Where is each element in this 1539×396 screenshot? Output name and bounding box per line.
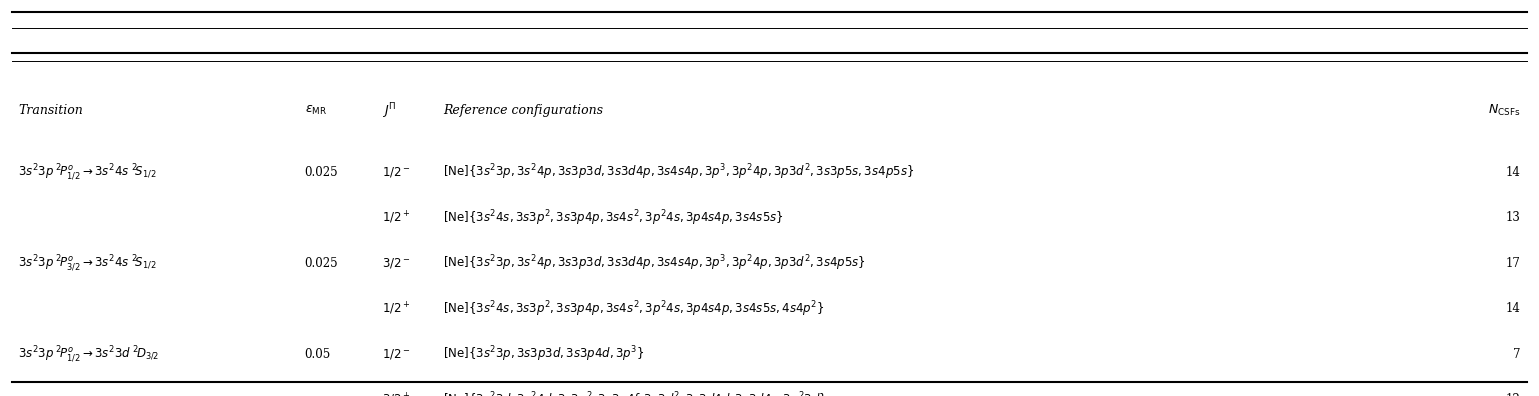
Text: 0.05: 0.05 (305, 348, 331, 361)
Text: $1/2^+$: $1/2^+$ (382, 209, 411, 226)
Text: $[\mathrm{Ne}]\{3s^24s,3s3p^2,3s3p4p,3s4s^2,3p^24s,3p4s4p,3s4s5s,4s4p^2\}$: $[\mathrm{Ne}]\{3s^24s,3s3p^2,3s3p4p,3s4… (443, 299, 825, 319)
Text: $3/2^-$: $3/2^-$ (382, 256, 411, 270)
Text: $\varepsilon_{\rm MR}$: $\varepsilon_{\rm MR}$ (305, 104, 326, 118)
Text: Transition: Transition (18, 105, 83, 117)
Text: $3s^2 3p\;{}^2\!P^o_{1/2} \rightarrow 3s^2 3d\;{}^2\!D_{3/2}$: $3s^2 3p\;{}^2\!P^o_{1/2} \rightarrow 3s… (18, 345, 160, 364)
Text: $[\mathrm{Ne}]\{3s^23p,3s^24p,3s3p3d,3s3d4p,3s4s4p,3p^3,3p^24p,3p3d^2,3s3p5s,3s4: $[\mathrm{Ne}]\{3s^23p,3s^24p,3s3p3d,3s3… (443, 162, 914, 182)
Text: 14: 14 (1505, 166, 1521, 179)
Text: 7: 7 (1513, 348, 1521, 361)
Text: $3s^2 3p\;{}^2\!P^o_{3/2} \rightarrow 3s^2 4s\;{}^2\!S_{1/2}$: $3s^2 3p\;{}^2\!P^o_{3/2} \rightarrow 3s… (18, 253, 157, 273)
Text: $[\mathrm{Ne}]\{3s^23p,3s^24p,3s3p3d,3s3d4p,3s4s4p,3p^3,3p^24p,3p3d^2,3s4p5s\}$: $[\mathrm{Ne}]\{3s^23p,3s^24p,3s3p3d,3s3… (443, 253, 866, 273)
Text: $1/2^-$: $1/2^-$ (382, 347, 411, 362)
Text: $3s^2 3p\;{}^2\!P^o_{1/2} \rightarrow 3s^2 4s\;{}^2\!S_{1/2}$: $3s^2 3p\;{}^2\!P^o_{1/2} \rightarrow 3s… (18, 162, 157, 182)
Text: 14: 14 (1505, 303, 1521, 315)
Text: 0.025: 0.025 (305, 166, 339, 179)
Text: $[\mathrm{Ne}]\{3s^23p,3s3p3d,3s3p4d,3p^3\}$: $[\mathrm{Ne}]\{3s^23p,3s3p3d,3s3p4d,3p^… (443, 345, 645, 364)
Text: $1/2^-$: $1/2^-$ (382, 165, 411, 179)
Text: 0.025: 0.025 (305, 257, 339, 270)
Text: $N_{\rm CSFs}$: $N_{\rm CSFs}$ (1488, 103, 1521, 118)
Text: $[\mathrm{Ne}]\{3s^24s,3s3p^2,3s3p4p,3s4s^2,3p^24s,3p4s4p,3s4s5s\}$: $[\mathrm{Ne}]\{3s^24s,3s3p^2,3s3p4p,3s4… (443, 208, 783, 228)
Text: $[\mathrm{Ne}]\{3s^23d,3s^24d,3s3p^2,3s3p4f,3s3d^2,3s3d4d,3s3d4s,3p^23d\}$: $[\mathrm{Ne}]\{3s^23d,3s^24d,3s3p^2,3s3… (443, 390, 826, 396)
Text: 12: 12 (1505, 394, 1521, 396)
Text: $J^{\Pi}$: $J^{\Pi}$ (382, 101, 396, 121)
Text: 17: 17 (1505, 257, 1521, 270)
Text: $3/2^+$: $3/2^+$ (382, 392, 411, 396)
Text: $1/2^+$: $1/2^+$ (382, 301, 411, 317)
Text: Reference configurations: Reference configurations (443, 105, 603, 117)
Text: 13: 13 (1505, 211, 1521, 224)
